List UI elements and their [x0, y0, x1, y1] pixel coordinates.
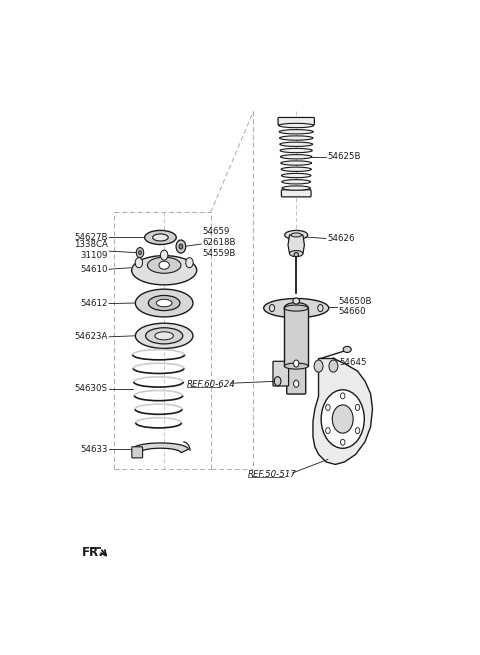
Ellipse shape [281, 174, 311, 178]
Text: 54623A: 54623A [74, 332, 108, 341]
Text: 54625B: 54625B [327, 152, 360, 161]
Ellipse shape [148, 295, 180, 310]
Polygon shape [132, 443, 188, 453]
Circle shape [274, 377, 281, 386]
Ellipse shape [279, 123, 313, 128]
Ellipse shape [280, 149, 312, 153]
Ellipse shape [281, 167, 312, 172]
Circle shape [321, 390, 364, 448]
FancyBboxPatch shape [132, 447, 143, 458]
Ellipse shape [281, 161, 312, 165]
Ellipse shape [147, 257, 181, 273]
Circle shape [176, 240, 186, 253]
Text: 54627B: 54627B [74, 233, 108, 242]
Ellipse shape [280, 155, 312, 159]
Ellipse shape [285, 231, 308, 240]
Circle shape [340, 393, 345, 399]
Ellipse shape [279, 136, 313, 140]
Circle shape [314, 360, 323, 372]
Ellipse shape [284, 303, 308, 314]
Text: 54626: 54626 [327, 234, 355, 243]
Ellipse shape [156, 299, 172, 307]
Circle shape [332, 405, 353, 433]
FancyBboxPatch shape [284, 308, 308, 366]
Text: 54650B
54660: 54650B 54660 [338, 297, 372, 316]
Circle shape [294, 360, 299, 367]
Ellipse shape [135, 289, 193, 317]
FancyBboxPatch shape [273, 362, 288, 386]
Circle shape [269, 305, 275, 312]
Circle shape [186, 257, 193, 268]
Ellipse shape [280, 142, 312, 147]
Polygon shape [288, 235, 304, 253]
Ellipse shape [294, 253, 299, 257]
Circle shape [329, 360, 338, 372]
Ellipse shape [159, 261, 169, 269]
Text: REF.50-517: REF.50-517 [248, 470, 297, 479]
Ellipse shape [153, 234, 168, 241]
FancyBboxPatch shape [281, 190, 311, 197]
Circle shape [179, 244, 183, 249]
FancyBboxPatch shape [278, 117, 314, 125]
Text: 54645: 54645 [340, 358, 367, 367]
Ellipse shape [145, 328, 183, 344]
Ellipse shape [144, 231, 176, 244]
Text: 54633: 54633 [80, 445, 108, 454]
Ellipse shape [289, 251, 303, 257]
Circle shape [325, 404, 330, 411]
Circle shape [160, 250, 168, 260]
Text: REF.60-624: REF.60-624 [187, 381, 236, 389]
Ellipse shape [291, 233, 301, 237]
Text: 54610: 54610 [80, 265, 108, 274]
Text: FR.: FR. [83, 546, 104, 559]
Polygon shape [313, 358, 372, 464]
Ellipse shape [284, 363, 308, 369]
Ellipse shape [293, 298, 300, 304]
Ellipse shape [282, 179, 311, 184]
Text: 54612: 54612 [80, 299, 108, 308]
Circle shape [355, 428, 360, 434]
FancyBboxPatch shape [287, 353, 306, 394]
Circle shape [135, 257, 143, 268]
Ellipse shape [343, 346, 351, 352]
Circle shape [325, 428, 330, 434]
Ellipse shape [284, 305, 308, 311]
Text: 54659
62618B
54559B: 54659 62618B 54559B [202, 227, 236, 258]
Ellipse shape [282, 186, 310, 190]
Text: 1338CA
31109: 1338CA 31109 [74, 240, 108, 260]
Ellipse shape [132, 255, 197, 285]
Ellipse shape [279, 130, 313, 134]
Circle shape [340, 440, 345, 445]
Ellipse shape [264, 299, 329, 318]
Text: 54630S: 54630S [74, 384, 108, 393]
Circle shape [139, 251, 142, 255]
Ellipse shape [135, 323, 193, 348]
Circle shape [318, 305, 323, 312]
Circle shape [294, 380, 299, 387]
Ellipse shape [155, 332, 173, 340]
Circle shape [136, 248, 144, 257]
Circle shape [355, 404, 360, 411]
